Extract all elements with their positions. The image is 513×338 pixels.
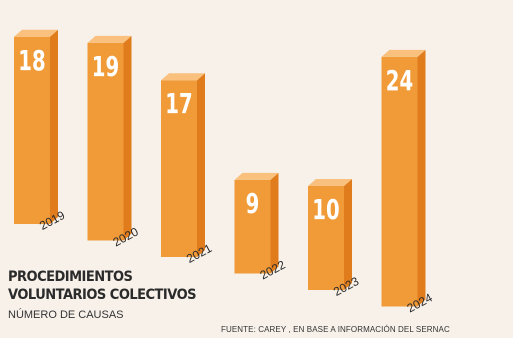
bar-top-2019 — [14, 29, 58, 37]
bar-value-label-2022: 9 — [246, 188, 260, 220]
bar-2023: 10 — [308, 179, 352, 290]
chart-title-line-1: PROCEDIMIENTOS — [8, 269, 133, 285]
bar-front-2024 — [381, 56, 418, 307]
bar-value-label-2021: 17 — [165, 88, 192, 120]
bar-side-2023 — [344, 179, 352, 290]
bar-2021: 17 — [161, 73, 205, 257]
bar-2022: 9 — [234, 172, 279, 274]
bar-side-2024 — [417, 49, 426, 307]
bar-front-2023 — [308, 186, 344, 290]
bar-front-2022 — [234, 179, 271, 274]
bar-side-2021 — [197, 73, 205, 257]
chart-source: FUENTE: CAREY , EN BASE A INFORMACIÓN DE… — [221, 325, 450, 334]
bar-2019: 18 — [14, 29, 58, 224]
bar-top-2020 — [87, 35, 132, 43]
bar-value-label-2019: 18 — [18, 44, 45, 76]
bar-front-2021 — [161, 80, 197, 257]
bar-value-label-2024: 24 — [386, 65, 413, 97]
bar-side-2020 — [123, 35, 132, 241]
bar-2020: 19 — [87, 35, 132, 241]
bar-value-label-2023: 10 — [312, 194, 339, 226]
bar-front-2020 — [87, 42, 124, 241]
bar-top-2023 — [308, 179, 352, 186]
chart-title-line-2: VOLUNTARIOS COLECTIVOS — [8, 287, 197, 303]
bar-top-2024 — [381, 49, 426, 57]
bar-2024: 24 — [381, 49, 426, 307]
bar-side-2019 — [50, 29, 58, 224]
chart-subtitle: NÚMERO DE CAUSAS — [8, 309, 124, 321]
bar-front-2019 — [14, 36, 50, 224]
bar-top-2022 — [234, 172, 279, 180]
bar-side-2022 — [270, 172, 279, 274]
bar-value-label-2020: 19 — [92, 51, 119, 83]
bar-top-2021 — [161, 73, 205, 81]
chart-caption: PROCEDIMIENTOS VOLUNTARIOS COLECTIVOS NÚ… — [8, 268, 217, 321]
